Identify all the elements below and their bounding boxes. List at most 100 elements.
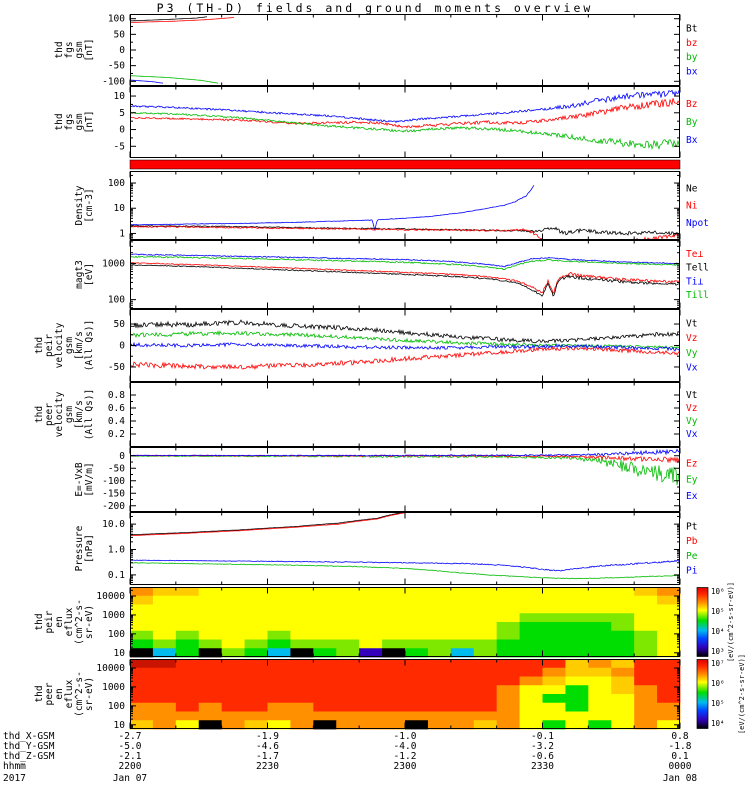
y-axis-title: magt3 [eV] [74,260,95,289]
footer-value: -1.2 [393,751,417,762]
footer-value: 2300 [393,761,417,772]
footer-value: 0000 [668,761,692,772]
page-title: P3 (TH-D) fields and ground moments over… [156,1,594,15]
trace-legend: Pt Pb Pe Pi [686,522,698,577]
legend-label-Ti⊥: Ti⊥ [686,276,703,287]
colorbar-tick-label: 10⁵ [711,699,725,708]
legend-label-Vy: Vy [686,348,698,359]
legend-label-Bz: Bz [686,99,697,110]
panel-axes [129,240,681,309]
panel-fgs-gsm-full: 100 50 0 -50 -100 thd fgs gsm [nT] Bt bz by bx [54,14,698,88]
trace-by [130,75,219,84]
y-axis-title-line: Density [74,185,85,225]
y-axis-title-line: peer [44,403,55,426]
trace-Vz [130,345,680,371]
y-axis-title: thd peir en eflux (cm^2-s-sr-eV) [34,599,95,645]
y-axis-title-line: fgs [64,41,75,58]
legend-label-Ex: Ex [686,491,698,502]
y-axis-title-line: peir [44,334,55,357]
y-axis-title-line: gsm [64,406,75,423]
panel-electron-velocity: 0.8 0.6 0.4 0.2 thd peer velocity gsm [km/s (All … [34,382,698,447]
footer-value: 2330 [531,761,554,772]
y-tick-label: 0.1 [108,570,125,581]
legend-label-Vt: Vt [686,390,697,401]
y-axis-title-line: [cm-3] [84,188,95,222]
y-axis-title-line: peer [44,682,55,705]
panel-axes [129,587,681,657]
y-tick-label: 100 [108,295,125,306]
y-axis-title-line: gsm [74,113,85,130]
y-axis-title-line: gsm [64,337,75,354]
y-axis-title-line: thd [34,337,45,354]
footer-value: -0.1 [531,731,554,742]
y-tick-label: 10 [114,648,126,659]
colorbar-tick-label: 10⁶ [711,679,725,688]
trace-By [130,111,680,150]
footer-value: 0.1 [671,751,689,762]
y-tick-label: 0.4 [108,416,125,427]
footer-row-label: thd_Z-GSM [3,751,55,762]
y-tick-label: 100 [108,629,125,640]
legend-label-Pb: Pb [686,536,698,547]
colorbar-tick-label: 10⁴ [711,627,725,636]
trace-legend: Vt Vz Vy Vx [686,390,698,440]
trace-legend: Bt bz by bx [686,23,698,77]
y-axis-title: thd peer velocity gsm [km/s (All Qs)] [34,389,95,440]
trace-legend: Ez Ey Ex [686,458,698,502]
y-tick-label: -5 [114,141,125,152]
footer-value: -1.0 [393,731,417,742]
y-tick-label: -50 [108,362,125,373]
y-axis-title-line: E=-VxB [74,462,85,497]
y-tick-label: 100 [108,178,125,189]
y-tick-labels: 10000 1000 100 10 [96,591,125,659]
y-axis-title-line: Pressure [74,525,85,571]
y-axis-title-line: thd [54,41,65,58]
y-axis-title-line: [nPa] [84,534,95,563]
trace-Bz [130,98,680,129]
footer-value: -4.0 [393,741,417,752]
legend-label-bz: bz [686,38,697,49]
y-tick-labels: 10 5 0 -5 [114,91,126,152]
y-tick-label: 10 [114,203,126,214]
legend-label-Bt: Bt [686,23,697,34]
legend-label-Pi: Pi [686,565,698,576]
y-tick-label: 0.2 [108,429,125,440]
y-axis-title-line: sr-eV) [84,677,95,711]
panel-efield: 0-50 -100-150 -200 E=-VxB [mV/m] Ez Ey Ex [74,447,698,512]
footer-value: Jan 07 [112,773,148,784]
y-tick-label: 0 [119,125,125,136]
trace-Bx [130,89,680,124]
colorbar-tick-label: 10⁵ [711,607,725,616]
footer-value: -1.8 [668,741,692,752]
spectrogram-peer-spectrogram [130,659,681,730]
footer-value: 0.8 [671,731,689,742]
footer-value: -2.7 [118,731,142,742]
y-axis-title-line: fgs [64,113,75,130]
panel-axes [129,171,681,240]
legend-label-Vt: Vt [686,319,697,330]
y-axis-title-line: eflux [64,607,75,636]
legend-label-Bx: Bx [686,135,698,146]
footer-row-thd_Y-GSM: thd_Y-GSM -5.0 -4.6 -4.0 -3.2 -1.8 [0,742,750,752]
y-axis-title: thd peer en eflux (cm^2-s-sr-eV) [34,671,95,717]
legend-label-Vy: Vy [686,416,698,427]
trace-Ti-par [130,255,680,270]
y-tick-label: -50 [108,61,125,72]
y-axis-title-line: [mV/m] [84,462,95,496]
y-axis-title-line: en [54,616,65,627]
y-tick-label: 1000 [102,682,125,693]
y-axis-title-line: thd [34,613,45,630]
footer-value: -1.7 [256,751,279,762]
y-tick-label: 0 [119,45,125,56]
footer-value: 2230 [256,761,279,772]
panel-axes [129,382,681,447]
y-tick-label: 10 [114,720,126,731]
legend-label-Ni: Ni [686,201,698,212]
panel-axes [129,86,681,158]
y-axis-title: thd fgs gsm [nT] [54,39,95,62]
y-tick-label: 10000 [96,663,125,674]
panel-peir-spectrogram: 10000 1000 100 10 thd peir en eflux (cm^2-s-sr-e… [34,582,735,662]
trace-legend: Ne Ni Npot [686,183,709,229]
